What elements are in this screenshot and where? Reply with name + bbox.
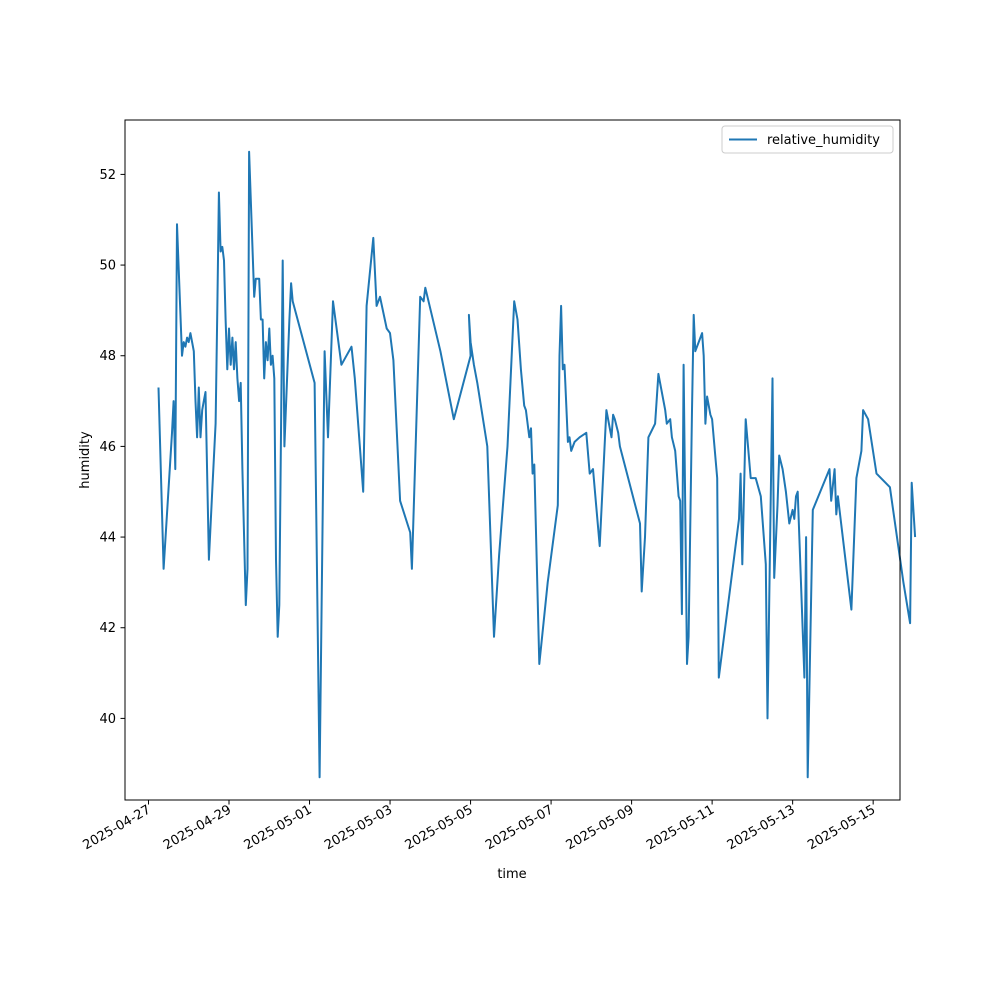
legend-box — [721, 125, 894, 154]
y-tick-label: 52 — [99, 168, 116, 183]
y-axis-label: humidity — [78, 431, 93, 489]
series-line-relative_humidity — [157, 150, 917, 779]
y-tick-label: 44 — [99, 531, 116, 546]
legend[interactable]: relative_humidity — [721, 125, 894, 154]
x-axis-label: time — [497, 867, 526, 882]
y-tick-label: 40 — [99, 712, 116, 727]
y-tick-label: 46 — [99, 440, 116, 455]
axes-frame — [124, 119, 901, 801]
legend-label: relative_humidity — [767, 133, 880, 148]
y-tick-label: 42 — [99, 621, 116, 636]
y-tick-label: 50 — [99, 259, 116, 274]
y-tick-label: 48 — [99, 349, 116, 364]
plot-area — [157, 150, 917, 779]
y-axis: 40 42 44 46 48 50 52 — [99, 168, 125, 727]
